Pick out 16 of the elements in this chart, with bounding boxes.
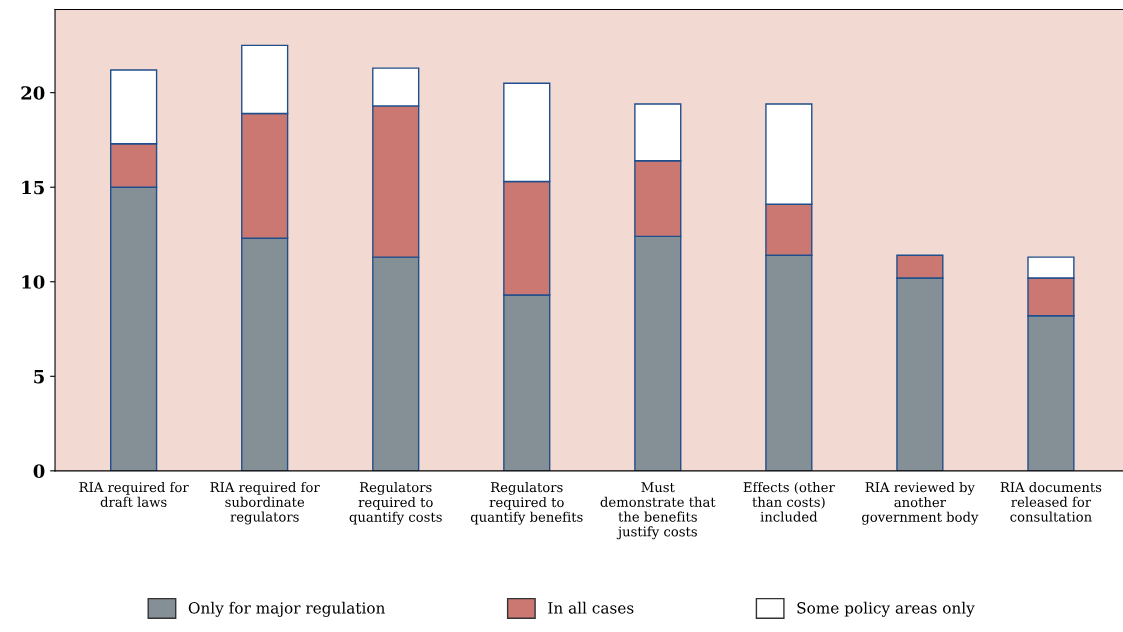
y-tick-label: 10 xyxy=(22,275,45,289)
y-tick-label: 5 xyxy=(34,370,44,384)
x-tick-label: RIA documents released for consultation xyxy=(1000,481,1102,522)
y-tick-label: 0 xyxy=(33,464,45,478)
x-tick-label: Effects (other than costs) included xyxy=(743,481,835,522)
x-tick-label: Regulators required to quantify benefits xyxy=(470,481,583,525)
legend-label: Only for major regulation xyxy=(188,601,385,617)
legend-label: In all cases xyxy=(548,601,634,614)
x-tick-label: RIA required for draft laws xyxy=(79,481,189,507)
x-tick-label: RIA required for subordinate regulators xyxy=(210,481,320,525)
x-tick-label: RIA reviewed by another government body xyxy=(862,481,979,525)
y-tick-label: 15 xyxy=(22,180,44,195)
y-tick-label: 20 xyxy=(21,86,45,100)
x-tick-label: Must demonstrate that the benefits justify costs xyxy=(600,482,716,540)
x-tick-label: Regulators required to quantify costs xyxy=(349,481,442,525)
legend-label: Some policy areas only xyxy=(797,601,975,617)
